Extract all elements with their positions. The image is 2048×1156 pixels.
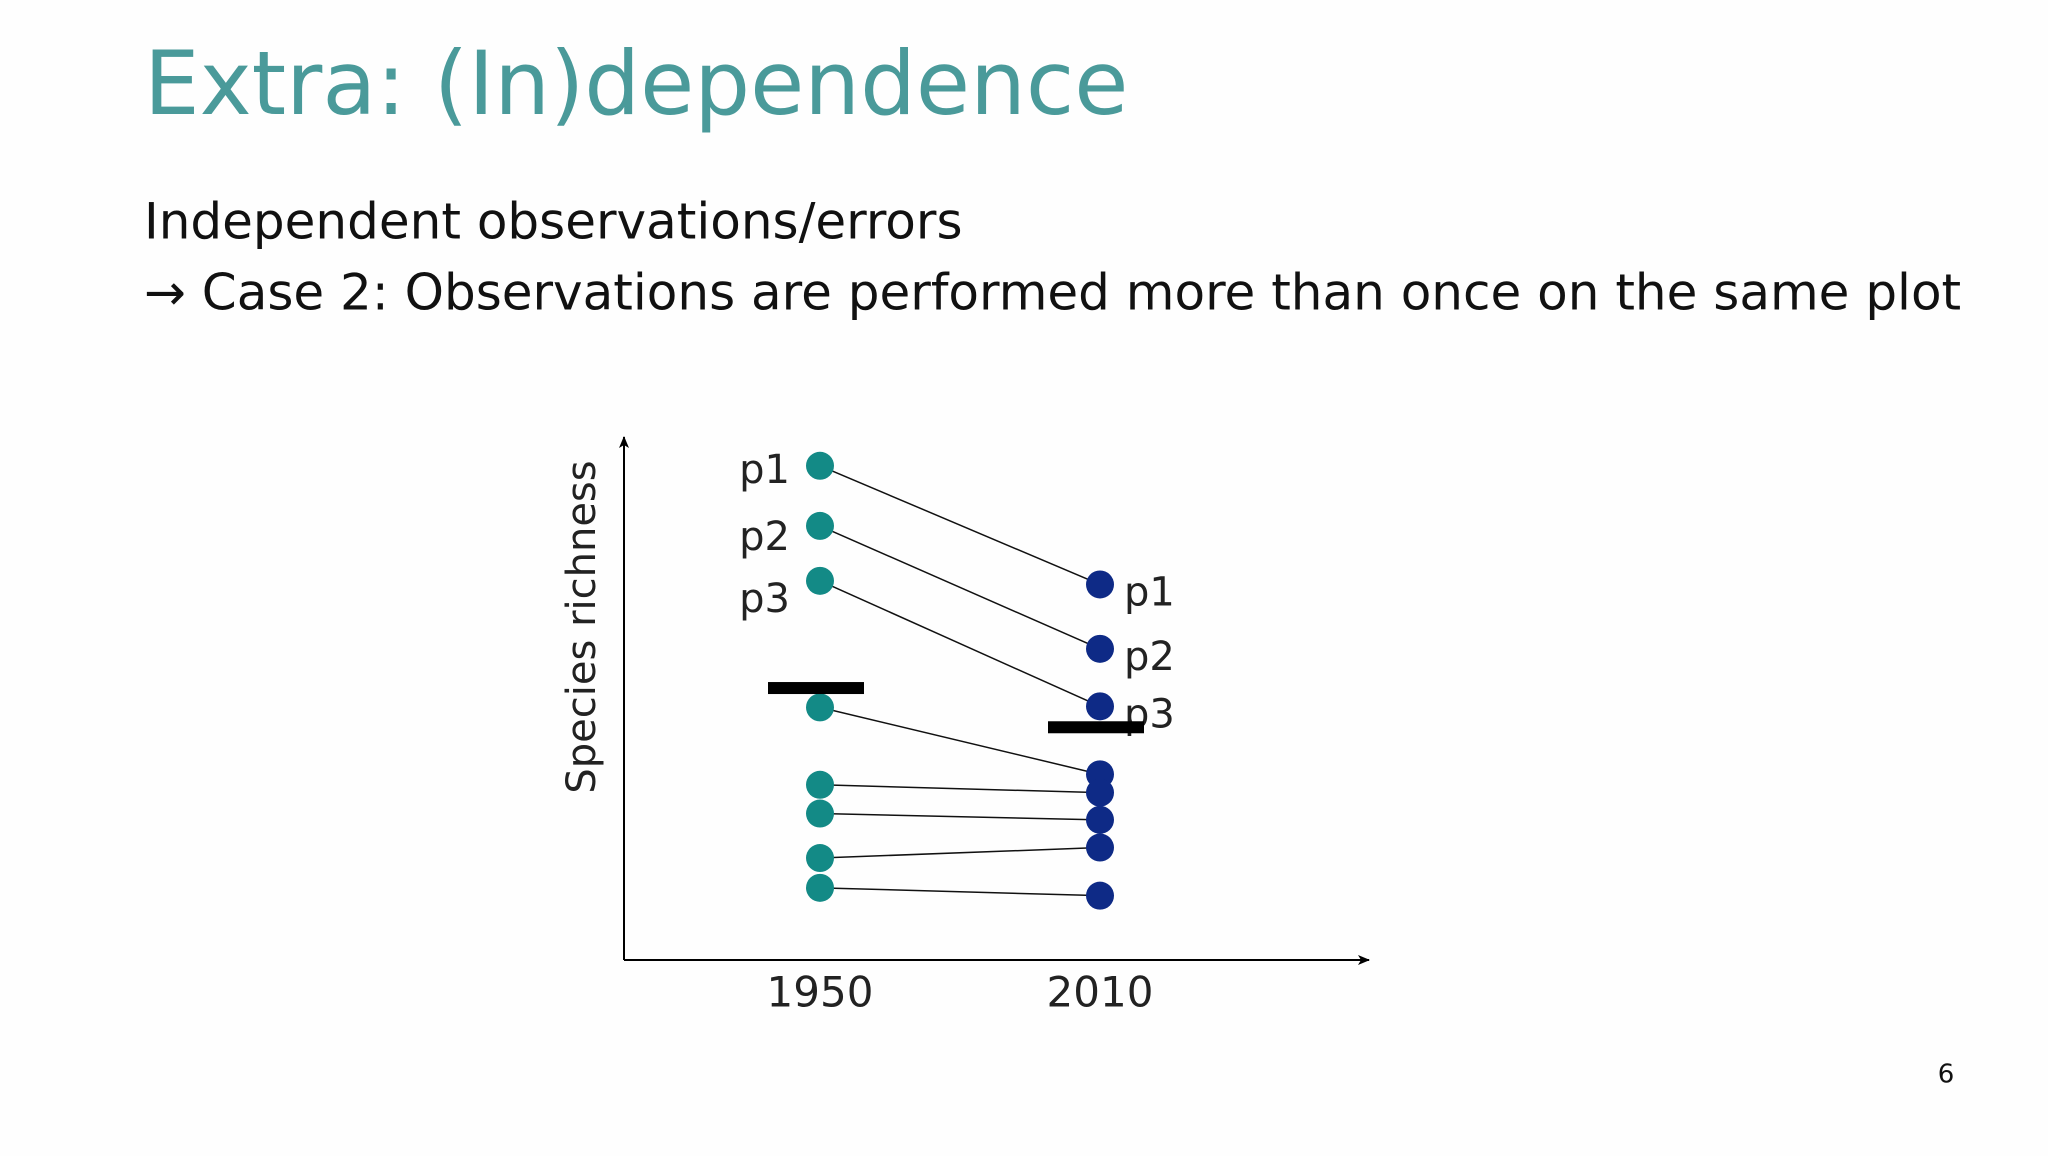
connector-line bbox=[819, 887, 1101, 897]
connector-line bbox=[819, 812, 1101, 821]
point-label: p2 bbox=[739, 514, 790, 560]
slide-title: Extra: (In)dependence bbox=[144, 32, 1128, 135]
plot-point bbox=[806, 566, 834, 595]
x-tick-label: 2010 bbox=[1047, 968, 1154, 1017]
plot-point bbox=[1086, 833, 1114, 862]
plot-point bbox=[806, 844, 834, 873]
plot-point bbox=[1086, 570, 1114, 599]
mean-bar bbox=[1048, 721, 1144, 734]
body-line: → Case 2: Observations are performed mor… bbox=[144, 264, 1961, 322]
point-label: p1 bbox=[739, 447, 790, 493]
plot-point bbox=[806, 693, 834, 722]
page-number: 6 bbox=[1938, 1060, 1955, 1090]
connector-line bbox=[819, 525, 1101, 650]
mean-bar bbox=[768, 682, 864, 695]
y-axis-label: Species richness bbox=[559, 460, 605, 793]
plot-point bbox=[806, 770, 834, 799]
connector-line bbox=[819, 846, 1101, 859]
connector-line bbox=[819, 706, 1101, 776]
plot-point bbox=[1086, 881, 1114, 910]
point-label: p3 bbox=[739, 576, 790, 622]
plot-point bbox=[1086, 692, 1114, 721]
connector-line bbox=[819, 580, 1101, 708]
plot-point bbox=[1086, 634, 1114, 663]
point-label: p1 bbox=[1124, 569, 1175, 615]
plot-point bbox=[806, 799, 834, 828]
plot-point bbox=[1086, 805, 1114, 834]
x-tick-label: 1950 bbox=[767, 968, 874, 1017]
plot-point bbox=[806, 511, 834, 540]
body-line: Independent observations/errors bbox=[144, 193, 963, 251]
connector-line bbox=[819, 784, 1101, 794]
point-label: p2 bbox=[1124, 634, 1175, 680]
plot-point bbox=[806, 873, 834, 902]
connector-line bbox=[819, 465, 1101, 586]
plot-point bbox=[1086, 778, 1114, 807]
plot-point bbox=[806, 451, 834, 480]
